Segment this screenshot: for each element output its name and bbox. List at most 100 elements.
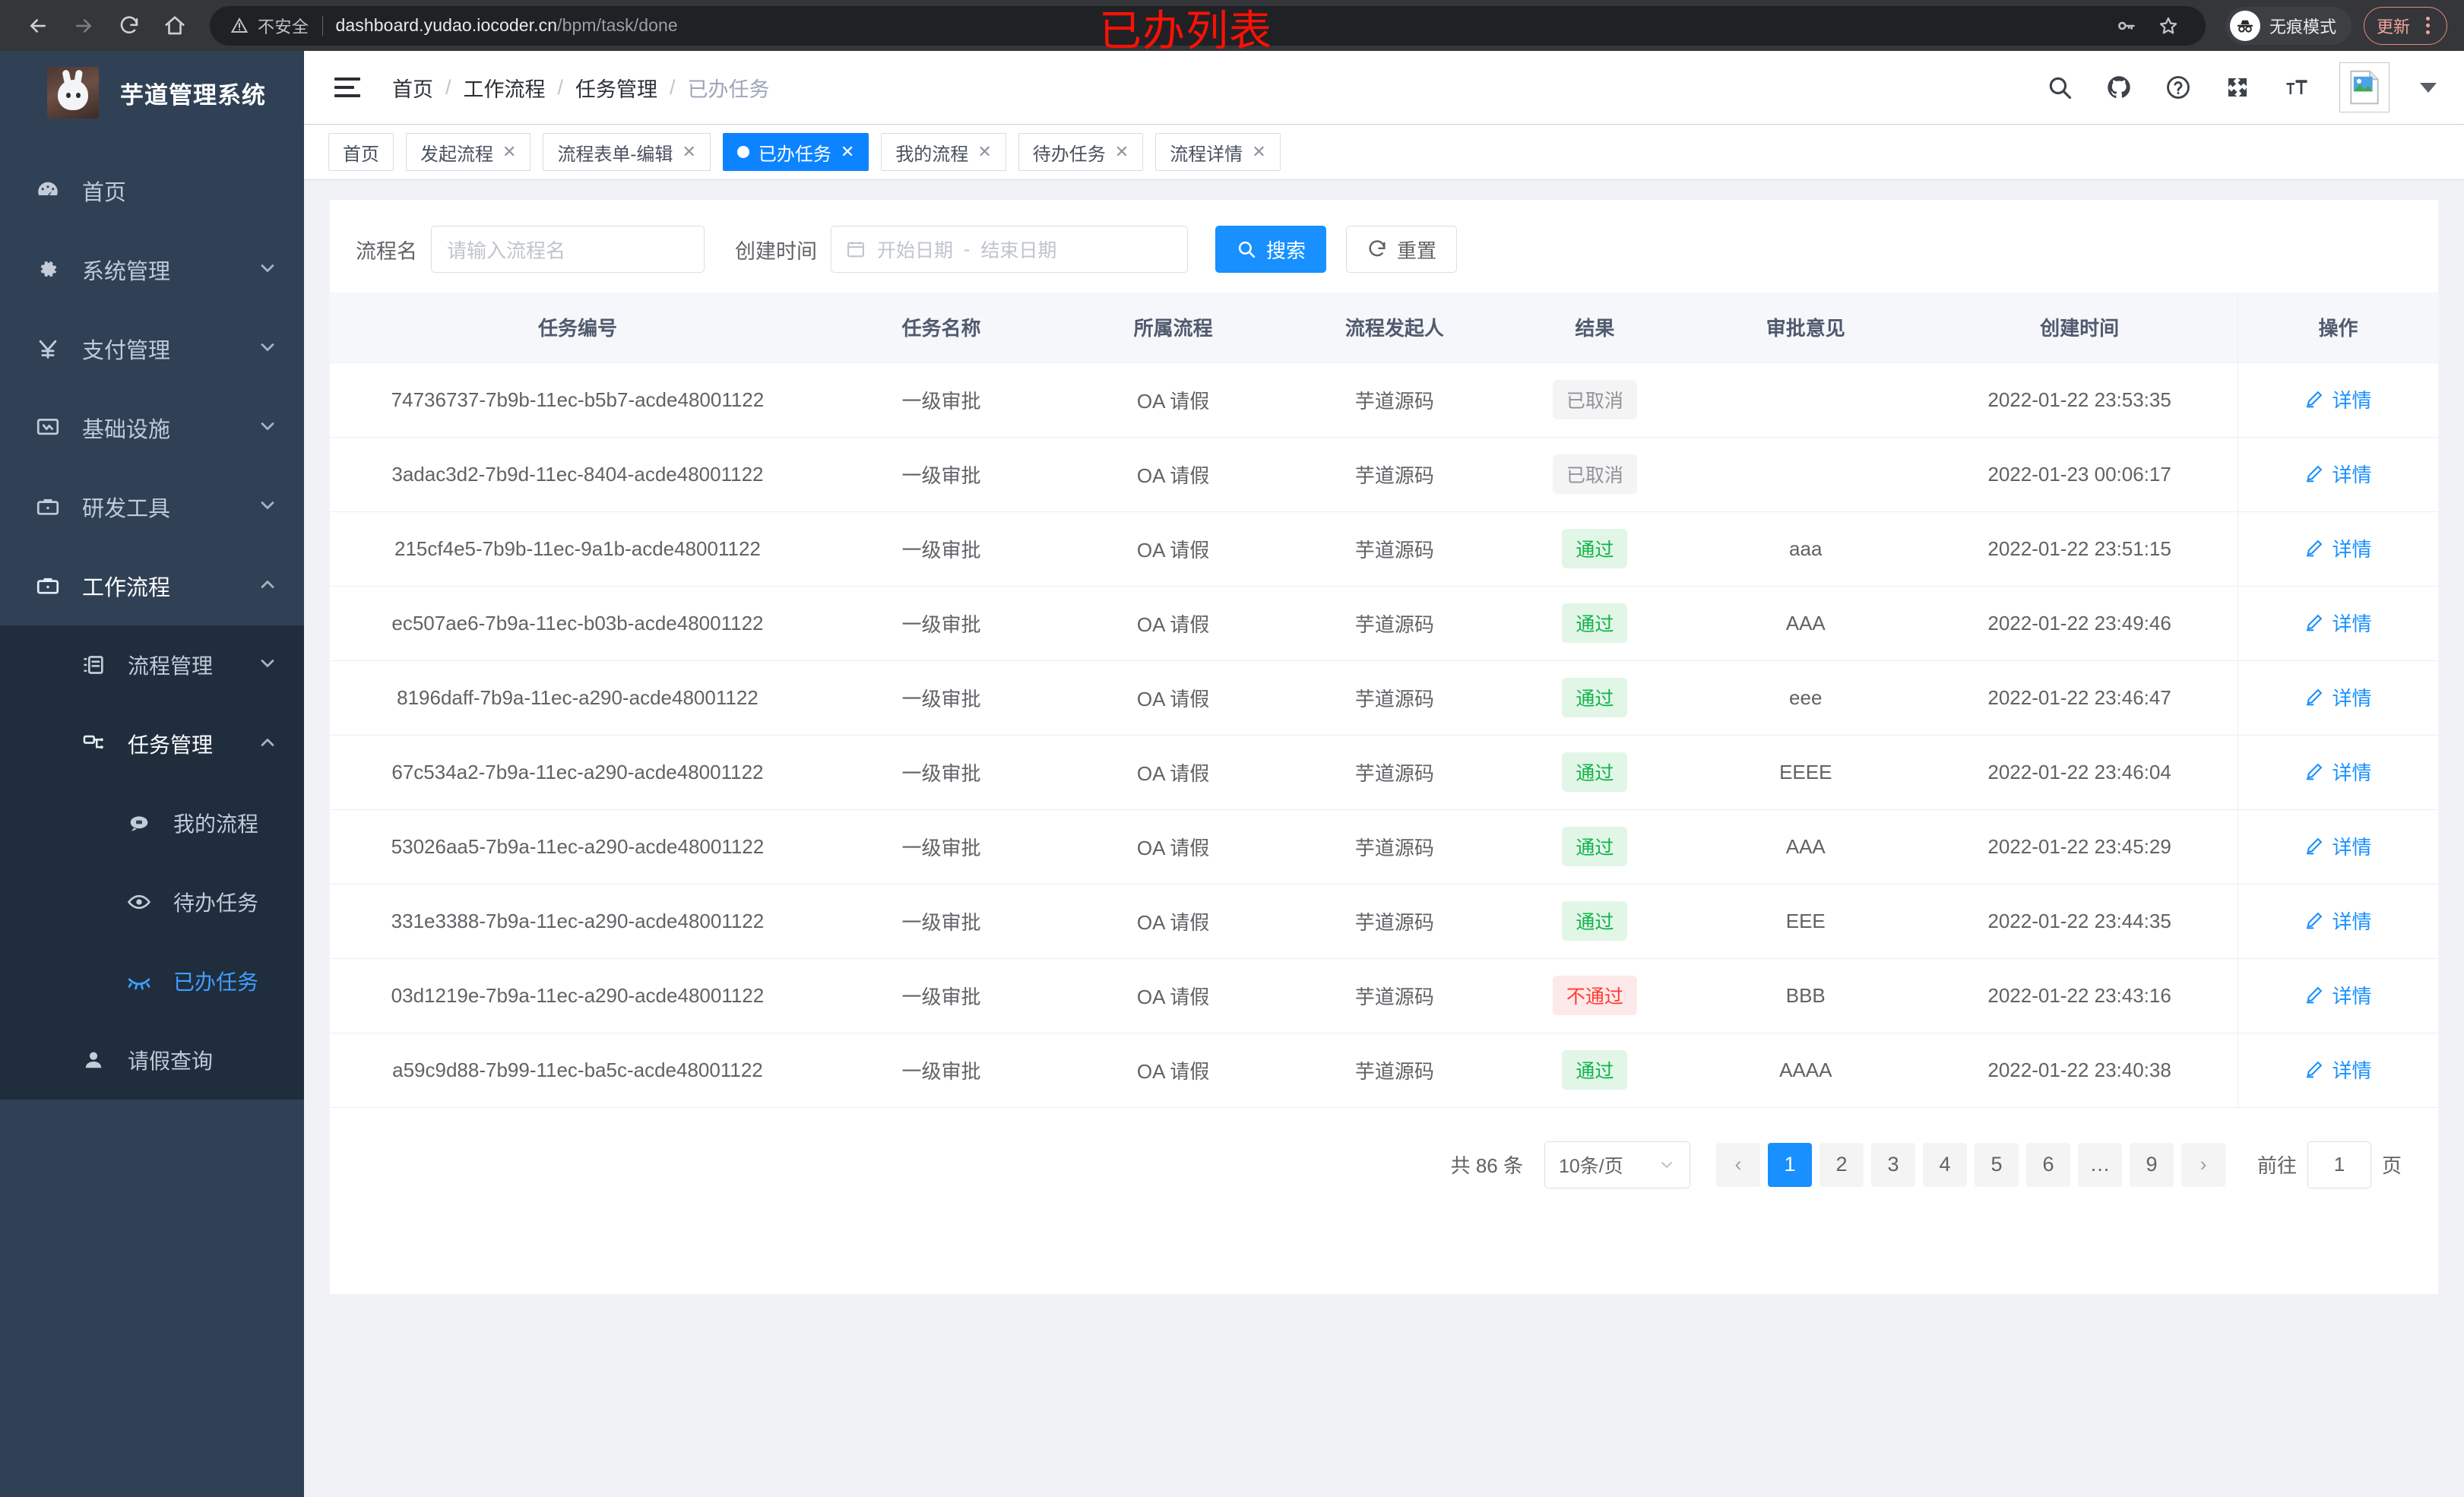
incognito-indicator[interactable]: 无痕模式 <box>2225 6 2352 45</box>
detail-button[interactable]: 详情 <box>2304 758 2371 786</box>
chevron-down-icon[interactable] <box>2420 82 2437 93</box>
cell-action: 详情 <box>2237 884 2438 959</box>
detail-button[interactable]: 详情 <box>2304 981 2371 1009</box>
breadcrumb-item-workflow[interactable]: 工作流程 <box>463 78 546 101</box>
bookmark-star-icon[interactable] <box>2151 8 2186 43</box>
tab-home[interactable]: 首页 <box>328 133 394 171</box>
pagination-page-1[interactable]: 1 <box>1767 1142 1812 1187</box>
tab-process-detail[interactable]: 流程详情 ✕ <box>1155 133 1281 171</box>
cell-task-name: 一级审批 <box>825 735 1058 810</box>
detail-button[interactable]: 详情 <box>2304 907 2371 935</box>
app-shell: 芋道管理系统 首页 系统管理 支付管理 <box>0 51 2464 1497</box>
tab-label: 待办任务 <box>1032 144 1106 165</box>
detail-button[interactable]: 详情 <box>2304 609 2371 637</box>
sidebar-item-done-task[interactable]: 已办任务 <box>0 942 304 1021</box>
detail-button[interactable]: 详情 <box>2304 460 2371 488</box>
sidebar-item-system-management[interactable]: 系统管理 <box>0 230 304 309</box>
pagination-page-6[interactable]: 6 <box>2025 1142 2070 1187</box>
close-icon[interactable]: ✕ <box>1114 142 1129 161</box>
breadcrumb: 首页 / 工作流程 / 任务管理 / 已办任务 <box>392 73 770 103</box>
chevron-up-icon <box>257 574 278 599</box>
home-button[interactable] <box>154 5 196 47</box>
detail-button[interactable]: 详情 <box>2304 385 2371 413</box>
breadcrumb-item-home[interactable]: 首页 <box>392 78 433 101</box>
sidebar-item-workflow[interactable]: 工作流程 <box>0 546 304 625</box>
search-button[interactable]: 搜索 <box>1215 226 1327 273</box>
close-icon[interactable]: ✕ <box>502 142 517 161</box>
process-name-input[interactable]: 请输入流程名 <box>431 226 705 273</box>
detail-button[interactable]: 详情 <box>2304 683 2371 711</box>
sidebar-item-process-management[interactable]: 流程管理 <box>0 625 304 704</box>
forward-button[interactable] <box>62 5 105 47</box>
update-button[interactable]: 更新 <box>2363 6 2447 45</box>
sidebar-item-home[interactable]: 首页 <box>0 151 304 230</box>
sidebar-toggle-icon[interactable] <box>334 71 368 104</box>
tab-start-process[interactable]: 发起流程 ✕ <box>406 133 531 171</box>
font-size-icon[interactable] <box>2280 71 2314 104</box>
search-icon[interactable] <box>2043 71 2076 104</box>
cell-action: 详情 <box>2237 735 2438 810</box>
tab-label: 我的流程 <box>895 144 969 165</box>
pagination-page-2[interactable]: 2 <box>1819 1142 1864 1187</box>
close-icon[interactable]: ✕ <box>840 142 855 161</box>
reload-button[interactable] <box>108 5 150 47</box>
breadcrumb-item-task-management[interactable]: 任务管理 <box>575 78 658 101</box>
github-icon[interactable] <box>2102 71 2136 104</box>
cell-task-id: 53026aa5-7b9a-11ec-a290-acde48001122 <box>330 809 825 885</box>
sidebar-item-infrastructure[interactable]: 基础设施 <box>0 388 304 467</box>
table-body: 74736737-7b9b-11ec-b5b7-acde48001122 一级审批… <box>330 362 2438 1108</box>
cell-opinion <box>1690 362 1922 438</box>
detail-button[interactable]: 详情 <box>2304 534 2371 562</box>
pagination-next[interactable]: › <box>2181 1142 2225 1187</box>
sidebar-item-leave-query[interactable]: 请假查询 <box>0 1021 304 1100</box>
sidebar-item-todo-task[interactable]: 待办任务 <box>0 862 304 942</box>
address-bar[interactable]: 不安全 dashboard.yudao.iocoder.cn/bpm/task/… <box>210 5 2206 46</box>
chevron-down-icon <box>257 653 278 678</box>
brand[interactable]: 芋道管理系统 <box>0 51 304 135</box>
tab-done-task[interactable]: 已办任务 ✕ <box>722 133 869 171</box>
sidebar-item-dev-tools[interactable]: 研发工具 <box>0 467 304 546</box>
cell-initiator: 芋道源码 <box>1289 884 1500 959</box>
cell-action: 详情 <box>2237 809 2438 885</box>
cell-initiator: 芋道源码 <box>1289 437 1500 512</box>
close-icon[interactable]: ✕ <box>682 142 696 161</box>
close-icon[interactable]: ✕ <box>977 142 992 161</box>
chrome-menu-icon[interactable] <box>2415 11 2440 41</box>
tab-process-form-edit[interactable]: 流程表单-编辑 ✕ <box>543 133 711 171</box>
page-size-select[interactable]: 10条/页 <box>1544 1141 1690 1188</box>
pagination-page-9[interactable]: 9 <box>2129 1142 2174 1187</box>
sidebar-item-my-process[interactable]: 我的流程 <box>0 783 304 862</box>
sidebar-item-label: 基础设施 <box>82 418 171 442</box>
detail-label: 详情 <box>2332 388 2372 412</box>
sidebar-item-task-management[interactable]: 任务管理 <box>0 704 304 783</box>
cell-result: 已取消 <box>1500 362 1690 438</box>
cell-task-id: 74736737-7b9b-11ec-b5b7-acde48001122 <box>330 362 825 438</box>
status-badge: 不通过 <box>1552 976 1637 1015</box>
sidebar-item-payment-management[interactable]: 支付管理 <box>0 309 304 388</box>
detail-button[interactable]: 详情 <box>2304 1055 2371 1084</box>
fullscreen-icon[interactable] <box>2221 71 2254 104</box>
date-range-picker[interactable]: 开始日期 - 结束日期 <box>831 226 1188 273</box>
goto-input[interactable]: 1 <box>2307 1141 2371 1188</box>
close-icon[interactable]: ✕ <box>1252 142 1266 161</box>
tab-my-process[interactable]: 我的流程 ✕ <box>881 133 1006 171</box>
table-row: 03d1219e-7b9a-11ec-a290-acde48001122 一级审批… <box>330 958 2438 1033</box>
reset-button[interactable]: 重置 <box>1346 226 1458 273</box>
pagination-page-4[interactable]: 4 <box>1922 1142 1967 1187</box>
detail-button[interactable]: 详情 <box>2304 832 2371 860</box>
pagination-ellipsis[interactable]: … <box>2077 1142 2122 1187</box>
pagination-page-5[interactable]: 5 <box>1974 1142 2019 1187</box>
avatar[interactable] <box>2339 62 2390 112</box>
password-key-icon[interactable] <box>2108 8 2143 43</box>
tab-todo-task[interactable]: 待办任务 ✕ <box>1018 133 1144 171</box>
table-row: 215cf4e5-7b9b-11ec-9a1b-acde48001122 一级审批… <box>330 511 2438 587</box>
help-icon[interactable] <box>2162 71 2195 104</box>
not-secure-label: 不安全 <box>258 17 309 36</box>
detail-label: 详情 <box>2332 910 2372 933</box>
pagination-page-3[interactable]: 3 <box>1870 1142 1915 1187</box>
end-date-placeholder: 结束日期 <box>980 240 1057 261</box>
back-button[interactable] <box>17 5 59 47</box>
browser-toolbar: 不安全 dashboard.yudao.iocoder.cn/bpm/task/… <box>0 0 2464 56</box>
pagination-prev[interactable]: ‹ <box>1715 1142 1760 1187</box>
cell-initiator: 芋道源码 <box>1289 660 1500 736</box>
